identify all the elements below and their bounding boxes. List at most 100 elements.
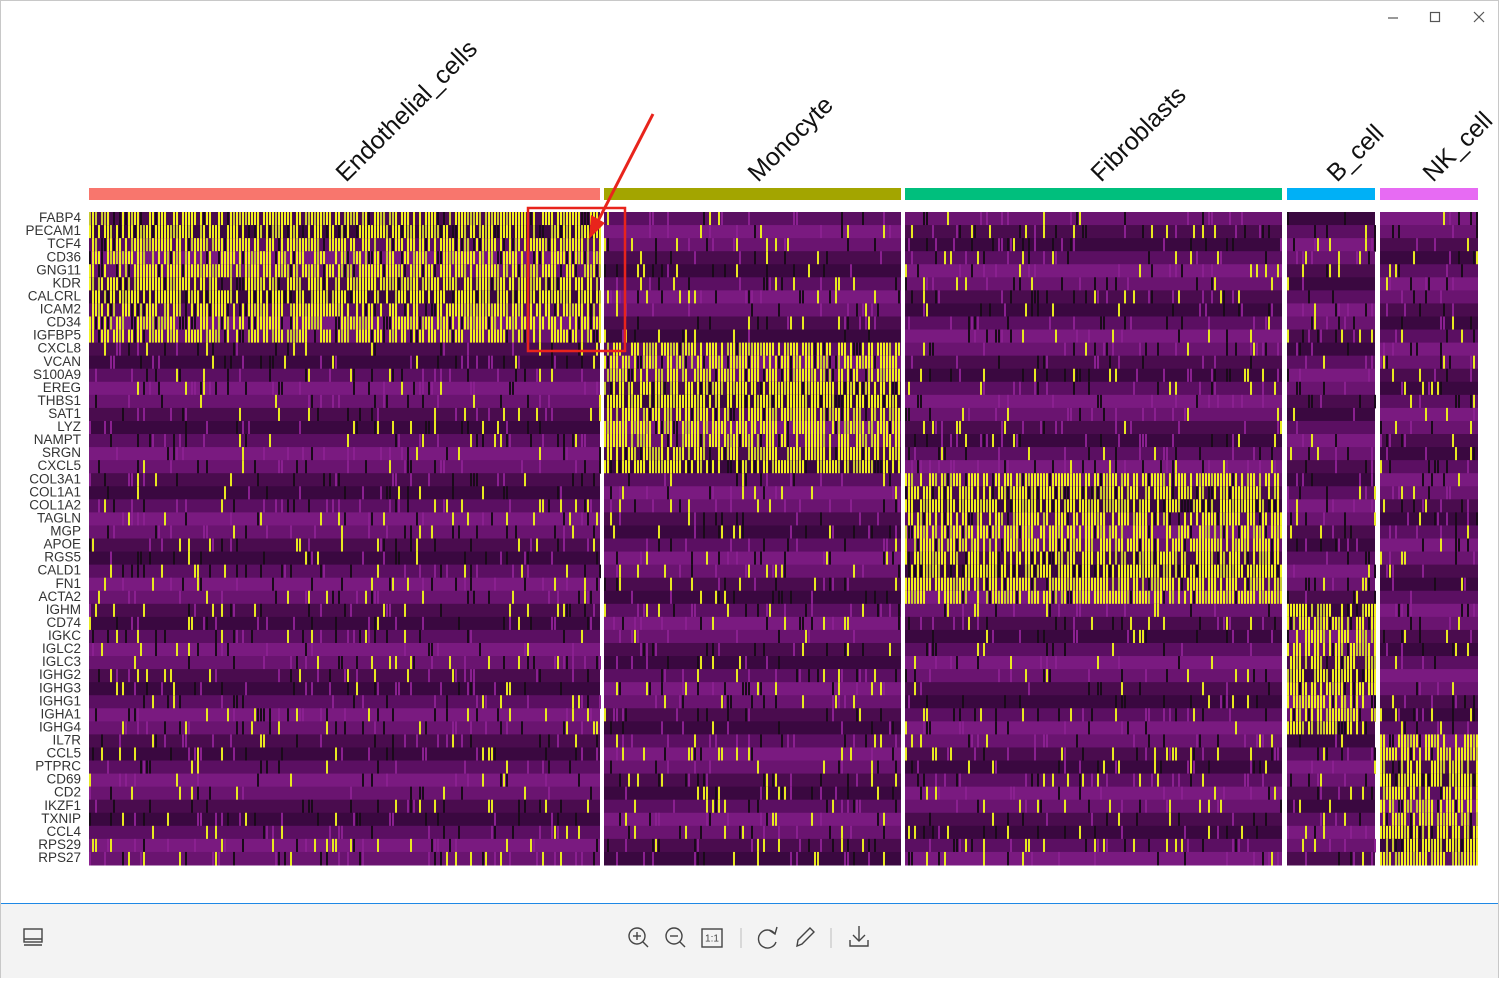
- heatmap-cell: [551, 225, 553, 239]
- heatmap-cell: [799, 460, 801, 474]
- heatmap-cell: [536, 264, 538, 278]
- heatmap-cell: [527, 604, 529, 618]
- heatmap-cell: [557, 539, 559, 553]
- heatmap-cell: [865, 316, 867, 330]
- heatmap-cell: [518, 656, 520, 670]
- heatmap-cell: [284, 852, 286, 866]
- heatmap-cell: [838, 356, 840, 370]
- heatmap-cell: [416, 264, 418, 278]
- heatmap-cell: [116, 238, 118, 252]
- heatmap-cell: [911, 251, 913, 265]
- heatmap-cell: [458, 303, 460, 317]
- heatmap-cell: [362, 225, 364, 239]
- heatmap-cell: [817, 421, 819, 435]
- heatmap-cell: [1232, 395, 1234, 409]
- heatmap-cell: [293, 303, 295, 317]
- heatmap-cell: [757, 682, 759, 696]
- heatmap-cell: [488, 303, 490, 317]
- heatmap-cell: [563, 330, 565, 344]
- heatmap-cell: [290, 290, 292, 304]
- heatmap-cell: [835, 460, 837, 474]
- heatmap-cell: [428, 852, 430, 866]
- heatmap-cell: [703, 774, 705, 788]
- heatmap-cell: [853, 852, 855, 866]
- heatmap-cell: [362, 277, 364, 291]
- heatmap-cell: [305, 369, 307, 383]
- heatmap-cell: [1046, 512, 1048, 526]
- heatmap-cell: [637, 434, 639, 448]
- heatmap-cell: [446, 330, 448, 344]
- heatmap-cell: [1070, 525, 1072, 539]
- heatmap-cell: [518, 303, 520, 317]
- heatmap-cell: [134, 682, 136, 696]
- heatmap-cell: [242, 460, 244, 474]
- heatmap-cell: [748, 212, 750, 226]
- heatmap-cell: [89, 225, 91, 239]
- heatmap-cell: [1232, 290, 1234, 304]
- heatmap-cell: [182, 447, 184, 461]
- heatmap-cell: [593, 604, 595, 618]
- heatmap-cell: [706, 787, 708, 801]
- heatmap-cell: [308, 395, 310, 409]
- heatmap-cell: [254, 303, 256, 317]
- heatmap-row: [905, 330, 1282, 344]
- heatmap-cell: [509, 382, 511, 396]
- heatmap-cell: [332, 499, 334, 513]
- heatmap-cell: [434, 369, 436, 383]
- heatmap-cell: [272, 826, 274, 840]
- heatmap-cell: [353, 695, 355, 709]
- heatmap-cell: [308, 369, 310, 383]
- heatmap-cell: [131, 212, 133, 226]
- heatmap-cell: [610, 421, 612, 435]
- heatmap-cell: [604, 604, 606, 618]
- heatmap-cell: [170, 578, 172, 592]
- heatmap-cell: [721, 747, 723, 761]
- heatmap-cell: [823, 669, 825, 683]
- heatmap-cell: [434, 565, 436, 579]
- heatmap-cell: [883, 225, 885, 239]
- heatmap-cell: [1004, 499, 1006, 513]
- heatmap-cell: [832, 682, 834, 696]
- heatmap-cell: [575, 316, 577, 330]
- heatmap-cell: [883, 852, 885, 866]
- heatmap-cell: [461, 290, 463, 304]
- heatmap-cell: [407, 447, 409, 461]
- heatmap-cell: [607, 421, 609, 435]
- heatmap-cell: [892, 395, 894, 409]
- heatmap-cell: [619, 343, 621, 357]
- heatmap-cell: [587, 264, 589, 278]
- heatmap-cell: [772, 591, 774, 605]
- heatmap-cell: [986, 212, 988, 226]
- heatmap-cell: [1226, 369, 1228, 383]
- heatmap-cell: [152, 212, 154, 226]
- heatmap-cell: [341, 330, 343, 344]
- heatmap-cell: [278, 225, 280, 239]
- heatmap-cell: [733, 434, 735, 448]
- heatmap-cell: [476, 473, 478, 487]
- heatmap-cell: [751, 408, 753, 422]
- heatmap-cell: [548, 761, 550, 775]
- heatmap-cell: [1085, 343, 1087, 357]
- heatmap-cell: [566, 238, 568, 252]
- heatmap-cell: [464, 212, 466, 226]
- heatmap-cell: [631, 369, 633, 383]
- heatmap-cell: [257, 212, 259, 226]
- heatmap-cell: [452, 330, 454, 344]
- heatmap-cell: [859, 800, 861, 814]
- heatmap-cell: [422, 578, 424, 592]
- heatmap-cell: [470, 565, 472, 579]
- heatmap-cell: [473, 669, 475, 683]
- heatmap-cell: [404, 460, 406, 474]
- heatmap-cell: [883, 343, 885, 357]
- heatmap-cell: [685, 434, 687, 448]
- heatmap-cell: [323, 212, 325, 226]
- heatmap-cell: [389, 238, 391, 252]
- heatmap-cell: [889, 525, 891, 539]
- heatmap-cell: [829, 552, 831, 566]
- heatmap-cell: [449, 277, 451, 291]
- heatmap-cell: [1190, 512, 1192, 526]
- heatmap-cell: [1115, 499, 1117, 513]
- heatmap-cell: [467, 369, 469, 383]
- heatmap-cell: [290, 225, 292, 239]
- heatmap-cell: [569, 330, 571, 344]
